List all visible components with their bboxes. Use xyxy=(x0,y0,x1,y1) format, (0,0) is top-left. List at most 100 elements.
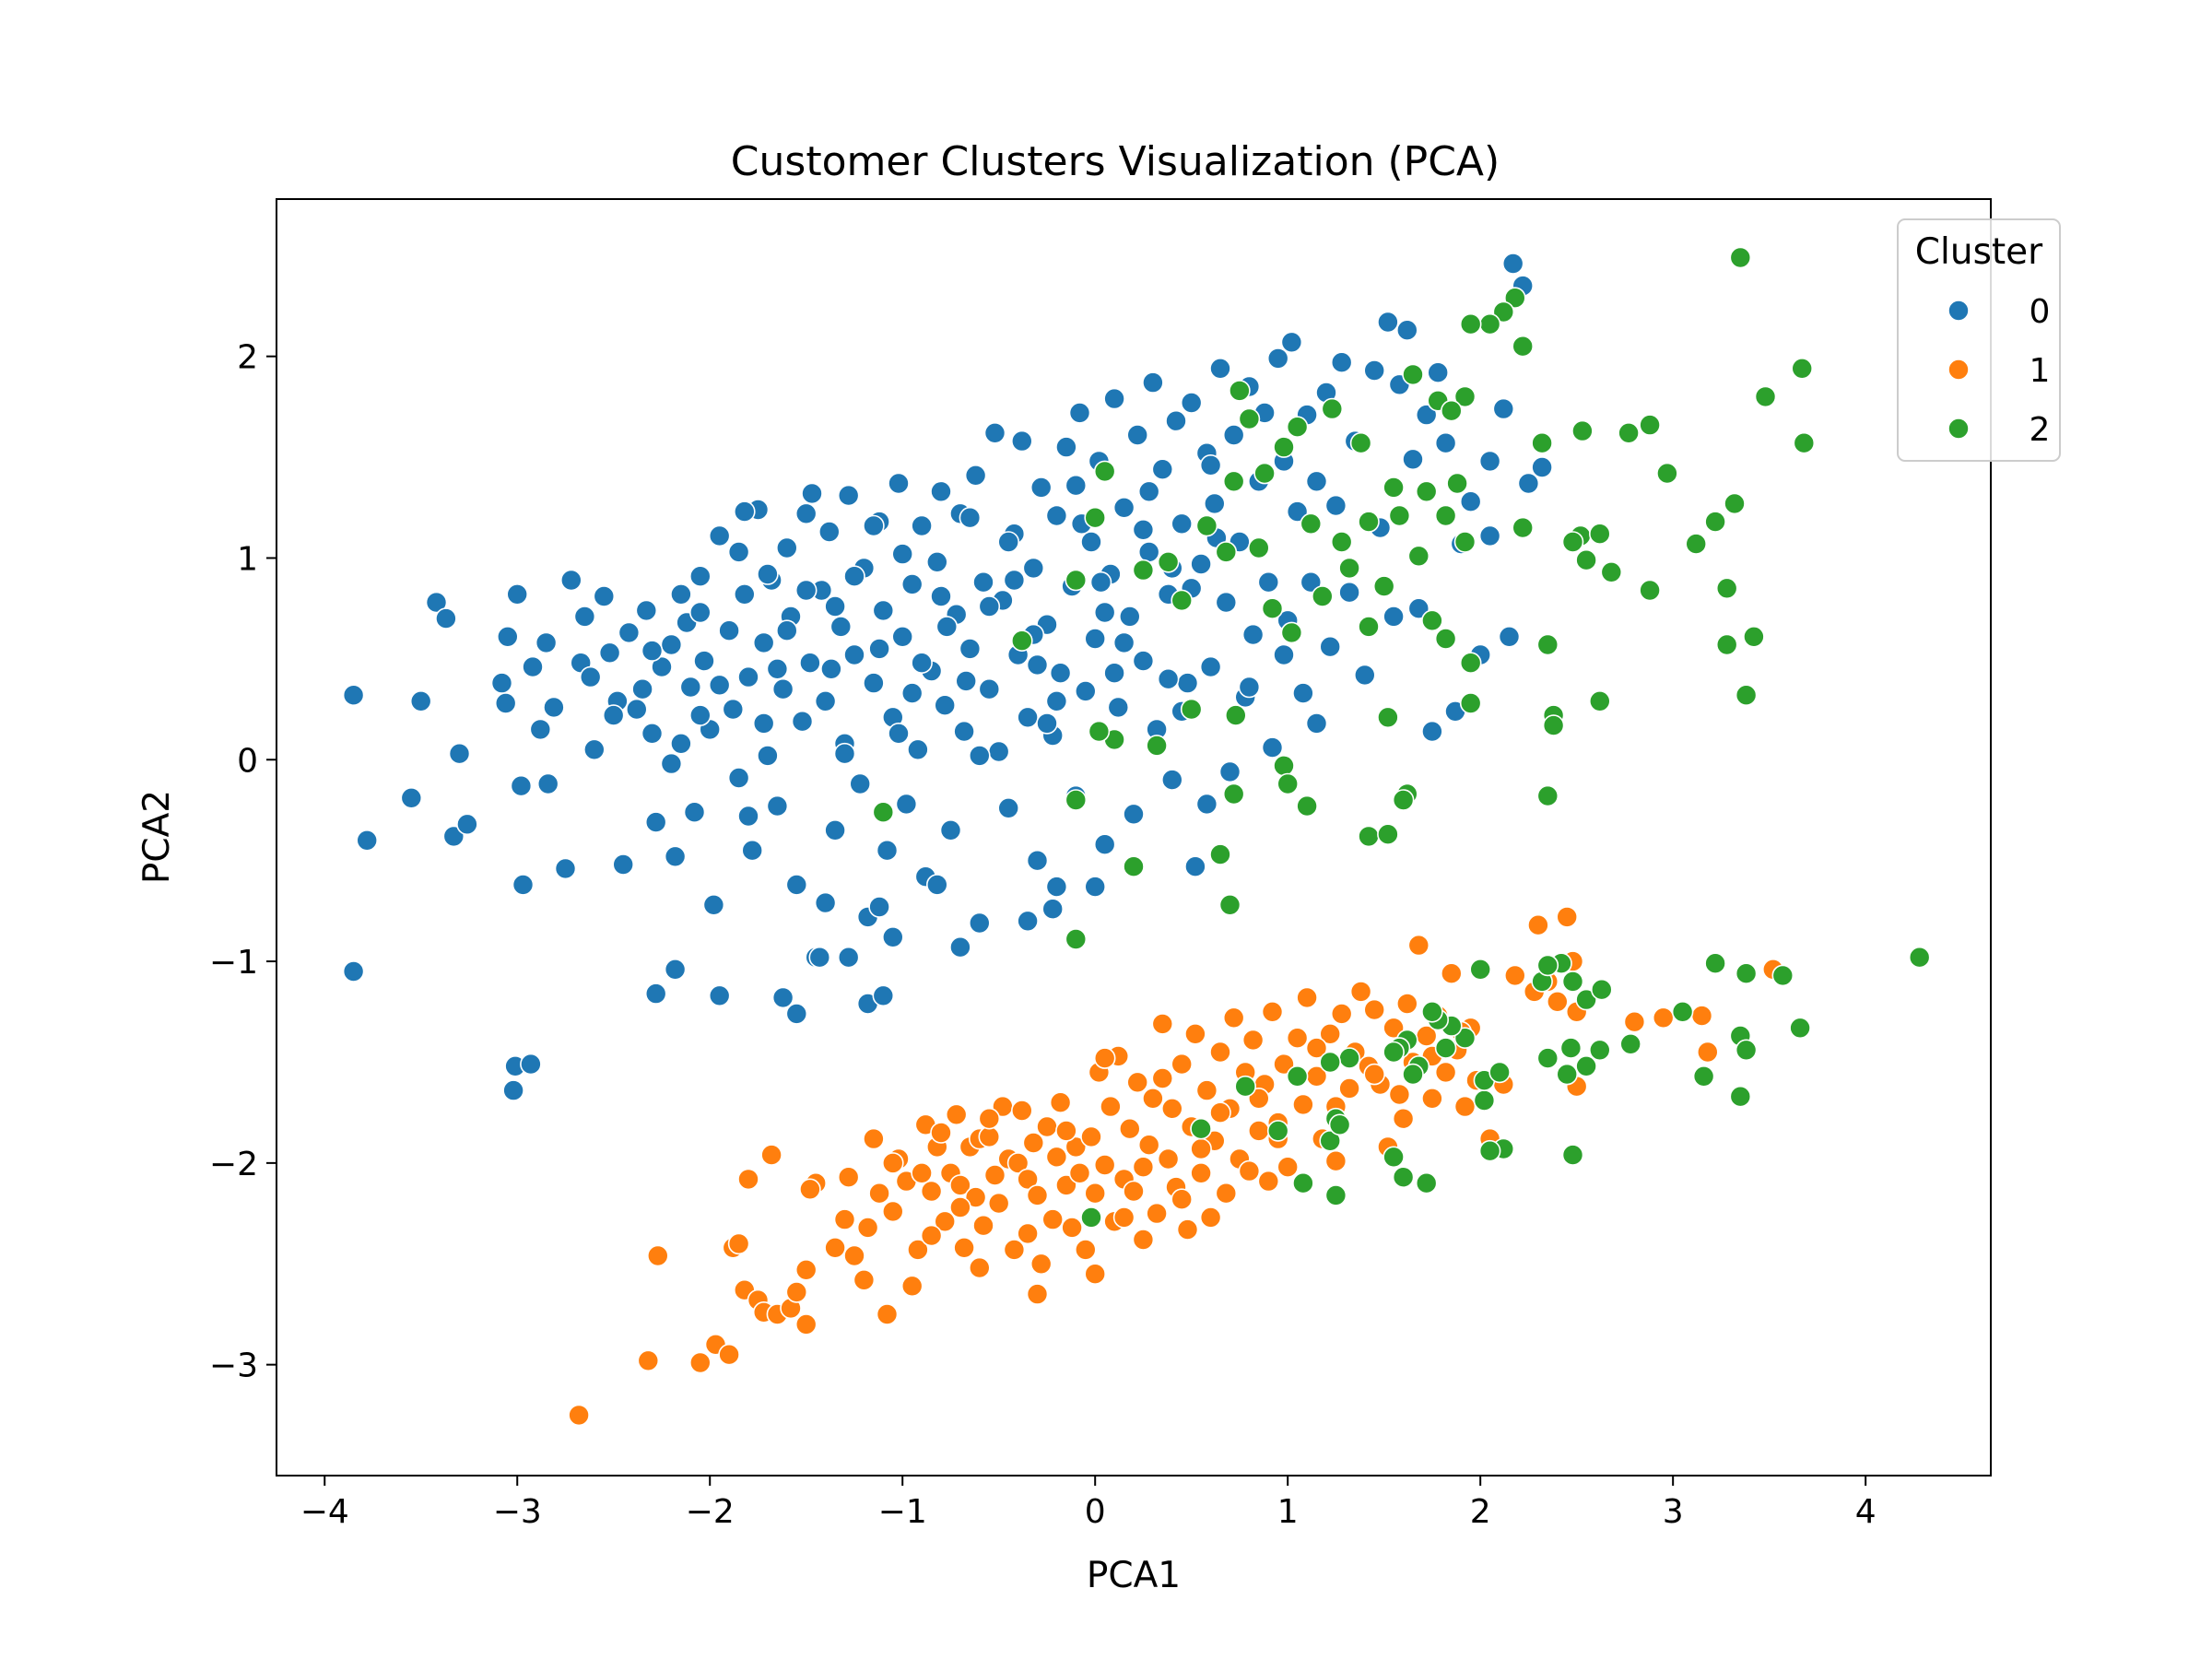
point-cluster-2 xyxy=(1504,287,1526,310)
point-cluster-1 xyxy=(1652,1006,1675,1030)
point-cluster-0 xyxy=(1049,662,1072,685)
point-cluster-2 xyxy=(1735,962,1758,984)
point-cluster-2 xyxy=(1589,1039,1611,1062)
point-cluster-2 xyxy=(1209,843,1231,865)
x-tick-label: 2 xyxy=(1470,1493,1491,1531)
point-cluster-1 xyxy=(737,1168,759,1191)
point-cluster-2 xyxy=(1132,559,1155,582)
point-cluster-1 xyxy=(1093,1154,1116,1176)
point-cluster-2 xyxy=(1735,684,1758,707)
point-cluster-1 xyxy=(1003,1239,1026,1261)
point-cluster-0 xyxy=(425,591,448,614)
point-cluster-1 xyxy=(1421,1088,1443,1110)
point-cluster-2 xyxy=(1478,312,1501,335)
point-cluster-0 xyxy=(1055,436,1077,458)
point-cluster-2 xyxy=(1377,823,1399,846)
point-cluster-0 xyxy=(702,893,725,916)
point-cluster-0 xyxy=(651,655,673,678)
point-cluster-0 xyxy=(579,665,602,688)
x-tick-label: −2 xyxy=(686,1493,735,1531)
point-cluster-0 xyxy=(1218,760,1241,783)
point-cluster-2 xyxy=(1559,1037,1583,1059)
point-cluster-1 xyxy=(900,1275,924,1298)
point-cluster-1 xyxy=(799,1178,821,1201)
point-cluster-2 xyxy=(1338,557,1360,580)
point-cluster-2 xyxy=(1724,492,1746,515)
x-tick-label: 0 xyxy=(1085,1493,1106,1531)
point-cluster-2 xyxy=(1273,754,1295,777)
point-cluster-0 xyxy=(824,818,846,841)
point-cluster-2 xyxy=(1575,988,1597,1011)
point-cluster-0 xyxy=(1045,876,1068,898)
point-cluster-0 xyxy=(1305,470,1328,493)
point-cluster-0 xyxy=(1011,429,1033,453)
point-cluster-0 xyxy=(1501,253,1524,275)
point-cluster-0 xyxy=(752,712,775,735)
point-cluster-2 xyxy=(1286,416,1309,439)
legend-frame xyxy=(1897,218,2061,462)
point-cluster-0 xyxy=(1382,606,1405,628)
point-cluster-2 xyxy=(1512,335,1534,358)
point-cluster-1 xyxy=(1209,1041,1231,1064)
point-cluster-2 xyxy=(1084,506,1106,529)
point-cluster-0 xyxy=(1338,581,1360,604)
point-cluster-0 xyxy=(1498,625,1521,648)
point-cluster-0 xyxy=(1157,667,1180,690)
point-cluster-1 xyxy=(1222,1006,1245,1030)
point-cluster-0 xyxy=(1045,504,1068,527)
point-cluster-0 xyxy=(342,684,365,707)
point-cluster-2 xyxy=(1065,928,1088,950)
legend-title: Cluster xyxy=(1915,231,2043,273)
point-cluster-2 xyxy=(1729,1085,1752,1108)
point-cluster-0 xyxy=(785,1003,808,1025)
legend-label-2: 2 xyxy=(2030,411,2051,449)
point-cluster-2 xyxy=(1402,363,1424,386)
point-cluster-0 xyxy=(814,689,837,712)
point-cluster-0 xyxy=(660,752,683,775)
point-cluster-0 xyxy=(925,874,948,896)
point-cluster-0 xyxy=(683,801,706,824)
point-cluster-0 xyxy=(1084,876,1106,898)
point-cluster-1 xyxy=(824,1237,846,1259)
point-cluster-0 xyxy=(625,698,648,721)
point-cluster-1 xyxy=(1195,1079,1218,1101)
point-cluster-0 xyxy=(785,874,808,896)
point-cluster-2 xyxy=(1280,621,1303,644)
point-cluster-0 xyxy=(964,464,987,487)
point-cluster-0 xyxy=(1093,833,1116,856)
point-cluster-0 xyxy=(771,677,794,700)
point-cluster-0 xyxy=(863,672,885,694)
point-cluster-0 xyxy=(911,514,933,537)
point-cluster-1 xyxy=(1171,1053,1193,1076)
point-cluster-1 xyxy=(1273,1053,1295,1076)
point-cluster-2 xyxy=(1358,616,1380,638)
point-cluster-2 xyxy=(1469,959,1491,981)
point-cluster-1 xyxy=(881,1200,904,1223)
point-cluster-0 xyxy=(733,500,756,523)
point-cluster-0 xyxy=(1300,571,1323,594)
point-cluster-0 xyxy=(930,585,952,607)
point-cluster-1 xyxy=(1324,1149,1347,1172)
point-cluster-2 xyxy=(1415,1171,1438,1194)
point-cluster-0 xyxy=(1286,500,1309,523)
point-cluster-0 xyxy=(741,839,764,862)
legend-entries: 0 1 2 xyxy=(1947,293,2051,449)
point-cluster-0 xyxy=(830,616,853,638)
point-cluster-2 xyxy=(1453,531,1477,553)
point-cluster-0 xyxy=(900,682,924,704)
point-cluster-2 xyxy=(1238,407,1261,430)
point-cluster-0 xyxy=(1517,472,1540,495)
point-cluster-0 xyxy=(997,531,1019,553)
point-cluster-0 xyxy=(752,631,775,654)
point-cluster-2 xyxy=(1639,414,1661,436)
point-cluster-0 xyxy=(1132,518,1155,541)
point-cluster-0 xyxy=(573,606,596,628)
point-cluster-1 xyxy=(1030,1253,1053,1276)
point-cluster-0 xyxy=(593,585,616,607)
point-cluster-1 xyxy=(1146,1202,1168,1225)
point-cluster-0 xyxy=(1427,361,1449,384)
point-cluster-2 xyxy=(872,801,895,824)
point-cluster-1 xyxy=(1690,1005,1713,1027)
point-cluster-0 xyxy=(510,774,533,797)
point-cluster-1 xyxy=(969,1256,991,1279)
